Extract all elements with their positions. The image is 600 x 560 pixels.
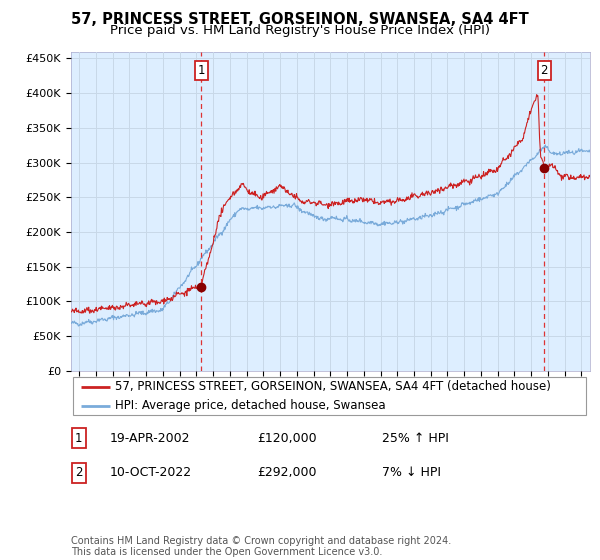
Text: 2: 2	[541, 64, 548, 77]
Text: 25% ↑ HPI: 25% ↑ HPI	[382, 432, 449, 445]
Text: HPI: Average price, detached house, Swansea: HPI: Average price, detached house, Swan…	[115, 399, 386, 412]
Text: 1: 1	[197, 64, 205, 77]
Text: £120,000: £120,000	[257, 432, 317, 445]
FancyBboxPatch shape	[73, 377, 586, 415]
Text: £292,000: £292,000	[257, 466, 317, 479]
Text: 1: 1	[75, 432, 82, 445]
Text: 57, PRINCESS STREET, GORSEINON, SWANSEA, SA4 4FT: 57, PRINCESS STREET, GORSEINON, SWANSEA,…	[71, 12, 529, 27]
Text: Contains HM Land Registry data © Crown copyright and database right 2024.
This d: Contains HM Land Registry data © Crown c…	[71, 535, 451, 557]
Text: Price paid vs. HM Land Registry's House Price Index (HPI): Price paid vs. HM Land Registry's House …	[110, 24, 490, 37]
Text: 7% ↓ HPI: 7% ↓ HPI	[382, 466, 441, 479]
Text: 10-OCT-2022: 10-OCT-2022	[110, 466, 192, 479]
Text: 2: 2	[75, 466, 82, 479]
Text: 57, PRINCESS STREET, GORSEINON, SWANSEA, SA4 4FT (detached house): 57, PRINCESS STREET, GORSEINON, SWANSEA,…	[115, 380, 551, 393]
Text: 19-APR-2002: 19-APR-2002	[110, 432, 190, 445]
